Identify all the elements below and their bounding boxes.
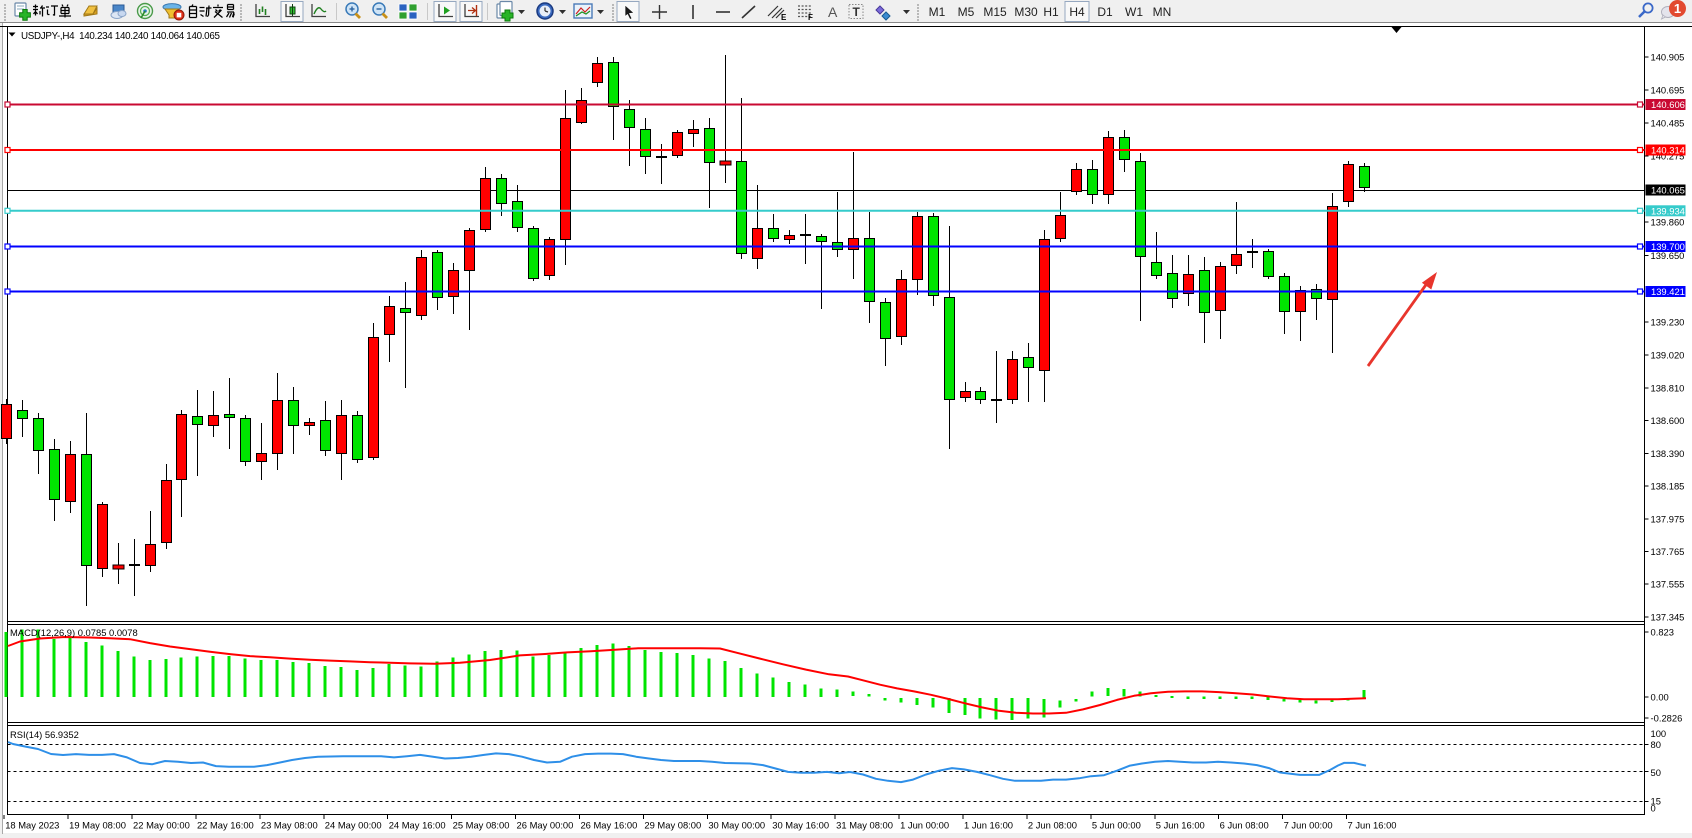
svg-text:139.934: 139.934 — [1651, 205, 1685, 216]
svg-text:139.421: 139.421 — [1651, 286, 1685, 297]
svg-text:137.345: 137.345 — [1651, 612, 1685, 623]
svg-text:H1: H1 — [1043, 5, 1059, 19]
svg-text:50: 50 — [1651, 767, 1661, 778]
svg-text:100: 100 — [1651, 728, 1667, 739]
svg-text:139.860: 139.860 — [1651, 217, 1685, 228]
svg-text:137.555: 137.555 — [1651, 579, 1685, 590]
svg-text:30 May 16:00: 30 May 16:00 — [772, 820, 829, 831]
svg-text:26 May 16:00: 26 May 16:00 — [580, 820, 637, 831]
svg-text:M5: M5 — [958, 5, 975, 19]
svg-text:137.975: 137.975 — [1651, 514, 1685, 525]
svg-text:M30: M30 — [1014, 5, 1038, 19]
svg-text:137.765: 137.765 — [1651, 546, 1685, 557]
svg-text:6 Jun 08:00: 6 Jun 08:00 — [1220, 820, 1269, 831]
svg-text:W1: W1 — [1125, 5, 1143, 19]
svg-text:E: E — [781, 13, 787, 22]
svg-text:139.650: 139.650 — [1651, 250, 1685, 261]
svg-text:138.185: 138.185 — [1651, 481, 1685, 492]
svg-text:H4: H4 — [1069, 5, 1085, 19]
svg-text:140.606: 140.606 — [1651, 99, 1685, 110]
svg-text:138.600: 138.600 — [1651, 415, 1685, 426]
svg-text:139.700: 139.700 — [1651, 241, 1685, 252]
svg-text:31 May 08:00: 31 May 08:00 — [836, 820, 893, 831]
svg-text:15: 15 — [1651, 796, 1661, 807]
svg-text:-0.2826: -0.2826 — [1651, 713, 1683, 724]
svg-text:RSI(14) 56.9352: RSI(14) 56.9352 — [10, 729, 79, 740]
svg-text:5 Jun 00:00: 5 Jun 00:00 — [1092, 820, 1141, 831]
svg-text:140.905: 140.905 — [1651, 52, 1685, 63]
svg-text:140.314: 140.314 — [1651, 145, 1685, 156]
svg-text:80: 80 — [1651, 739, 1661, 750]
svg-text:25 May 08:00: 25 May 08:00 — [453, 820, 510, 831]
svg-text:22 May 16:00: 22 May 16:00 — [197, 820, 254, 831]
svg-text:18 May 2023: 18 May 2023 — [5, 820, 59, 831]
svg-text:5 Jun 16:00: 5 Jun 16:00 — [1156, 820, 1205, 831]
svg-text:24 May 00:00: 24 May 00:00 — [325, 820, 382, 831]
svg-text:A: A — [828, 4, 838, 20]
svg-text:138.810: 138.810 — [1651, 383, 1685, 394]
svg-text:1 Jun 16:00: 1 Jun 16:00 — [964, 820, 1013, 831]
svg-text:138.390: 138.390 — [1651, 448, 1685, 459]
svg-text:30 May 00:00: 30 May 00:00 — [708, 820, 765, 831]
svg-text:M15: M15 — [983, 5, 1007, 19]
svg-text:26 May 00:00: 26 May 00:00 — [517, 820, 574, 831]
svg-text:19 May 08:00: 19 May 08:00 — [69, 820, 126, 831]
svg-text:140.065: 140.065 — [1651, 185, 1685, 196]
svg-text:29 May 08:00: 29 May 08:00 — [644, 820, 701, 831]
svg-text:0.823: 0.823 — [1651, 627, 1674, 638]
svg-text:2 Jun 08:00: 2 Jun 08:00 — [1028, 820, 1077, 831]
svg-text:F: F — [808, 13, 813, 22]
svg-text:7 Jun 00:00: 7 Jun 00:00 — [1284, 820, 1333, 831]
svg-text:D1: D1 — [1097, 5, 1113, 19]
svg-text:139.230: 139.230 — [1651, 317, 1685, 328]
svg-text:0: 0 — [1651, 803, 1656, 814]
svg-text:140.485: 140.485 — [1651, 118, 1685, 129]
svg-text:MN: MN — [1153, 5, 1172, 19]
svg-text:USDJPY-,H4 140.234 140.240 14: USDJPY-,H4 140.234 140.240 140.064 140.0… — [21, 31, 220, 42]
svg-text:23 May 08:00: 23 May 08:00 — [261, 820, 318, 831]
svg-text:1 Jun 00:00: 1 Jun 00:00 — [900, 820, 949, 831]
svg-text:1: 1 — [1674, 1, 1681, 16]
svg-text:22 May 00:00: 22 May 00:00 — [133, 820, 190, 831]
svg-text:0.00: 0.00 — [1651, 692, 1669, 703]
svg-text:140.695: 140.695 — [1651, 85, 1685, 96]
svg-text:MACD(12,26,9) 0.0785 0.0078: MACD(12,26,9) 0.0785 0.0078 — [10, 627, 138, 638]
svg-text:140.275: 140.275 — [1651, 151, 1685, 162]
svg-text:M1: M1 — [929, 5, 946, 19]
svg-text:7 Jun 16:00: 7 Jun 16:00 — [1348, 820, 1397, 831]
svg-text:139.020: 139.020 — [1651, 350, 1685, 361]
svg-text:T: T — [853, 5, 861, 19]
svg-text:24 May 16:00: 24 May 16:00 — [389, 820, 446, 831]
